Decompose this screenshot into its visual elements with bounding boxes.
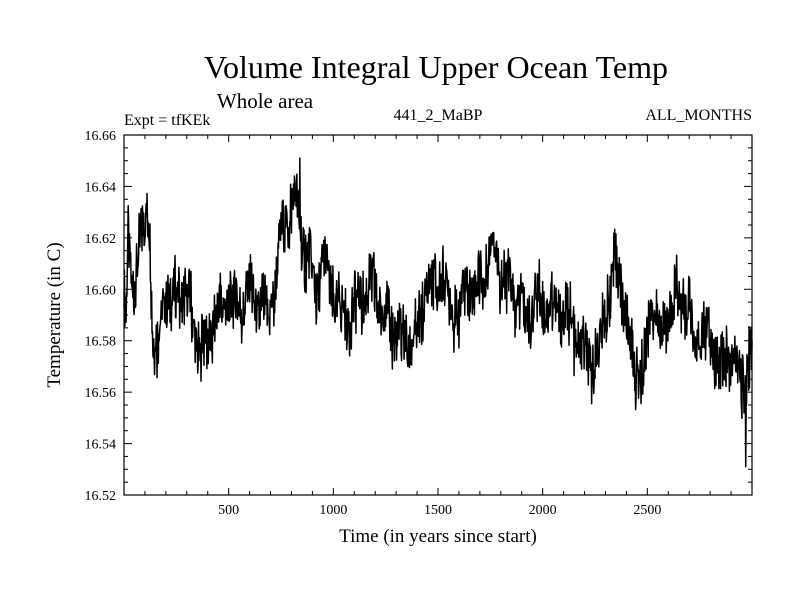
x-tick-label: 500 [218, 503, 239, 518]
x-axis-label: Time (in years since start) [339, 526, 537, 547]
temperature-series-line [123, 157, 753, 468]
expt-label: Expt = tfKEk [124, 112, 210, 129]
y-tick-label: 16.56 [85, 386, 117, 401]
x-axis-ticks: 500 1000 1500 2000 2500 [144, 135, 732, 518]
y-axis-label: Temperature (in C) [44, 242, 65, 387]
y-tick-label: 16.58 [85, 335, 117, 350]
x-tick-label: 1000 [319, 503, 347, 518]
y-tick-label: 16.54 [85, 438, 117, 453]
run-label: 441_2_MaBP [394, 107, 483, 124]
chart-subtitle: Whole area [217, 89, 314, 113]
chart-title: Volume Integral Upper Ocean Temp [204, 49, 668, 85]
x-tick-label: 2500 [633, 503, 661, 518]
x-tick-label: 1500 [424, 503, 452, 518]
season-label: ALL_MONTHS [645, 107, 752, 124]
series-layer [123, 157, 753, 468]
y-tick-label: 16.62 [85, 232, 117, 247]
y-tick-label: 16.64 [85, 180, 117, 195]
y-tick-label: 16.60 [85, 283, 117, 298]
x-tick-label: 2000 [529, 503, 557, 518]
y-tick-label: 16.52 [85, 489, 117, 504]
y-tick-label: 16.66 [85, 129, 117, 144]
